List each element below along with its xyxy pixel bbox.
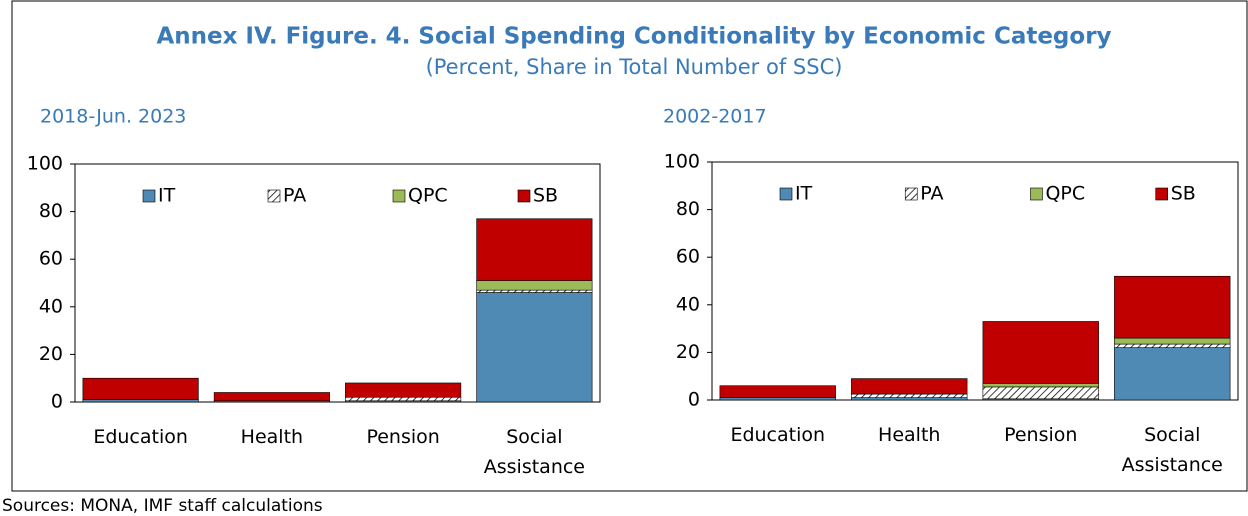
x-tick-label: Pension [1004,424,1078,446]
plot-area [711,161,1239,401]
figure-title: Annex IV. Figure. 4. Social Spending Con… [156,24,1111,50]
x-tick-label: Health [878,424,941,446]
legend-label: IT [795,183,813,205]
bar-segment [982,321,1099,384]
bar-segment [1114,347,1231,401]
bar-segment [1114,337,1231,345]
x-tick-label: Social Assistance [483,426,585,478]
bar-segment [82,399,199,403]
legend-label: SB [533,185,558,207]
bar-segment [345,382,462,398]
x-tick-label: Pension [366,426,440,448]
legend-swatch [1030,187,1043,201]
x-tick-label: Social Assistance [1121,424,1223,476]
bar-segment [476,280,593,291]
y-tick-label: 60 [39,248,63,270]
bar-segment [476,289,593,293]
bar-segment [476,218,593,281]
bar-segment [345,396,462,402]
bar-segment [82,377,199,400]
y-tick-label: 40 [676,293,700,315]
legend-label: SB [1171,183,1196,205]
panel-title: 2002-2017 [663,106,767,128]
figure-subtitle: (Percent, Share in Total Number of SSC) [426,55,843,79]
plot-area [74,163,601,403]
bar-segment [982,386,1099,400]
y-tick-label: 80 [676,198,700,220]
bar-segment [851,378,968,395]
legend-label: QPC [408,185,448,207]
bar-segment [1114,275,1231,339]
y-tick-label: 20 [676,341,700,363]
legend-label: QPC [1045,183,1085,205]
y-tick-label: 60 [676,246,700,268]
bar-segment [851,393,968,398]
y-tick-label: 20 [39,343,63,365]
legend-swatch [267,189,281,203]
bar-segment [982,383,1099,388]
legend-swatch [392,189,406,203]
y-tick-label: 80 [39,200,63,222]
bar-segment [719,385,836,398]
bar-segment [851,397,968,401]
legend-label: PA [283,185,306,207]
panel-title: 2018-Jun. 2023 [40,106,186,128]
y-tick-label: 100 [664,151,700,173]
bar-segment [213,392,330,402]
y-tick-label: 0 [51,391,63,413]
frame [11,0,1248,492]
legend-swatch [1155,187,1169,201]
source: Sources: MONA, IMF staff calculations [2,496,323,516]
x-tick-label: Education [93,426,188,448]
bar-segment [719,397,836,401]
legend-label: IT [158,185,176,207]
bar-segment [476,292,593,403]
y-tick-label: 40 [39,295,63,317]
legend-swatch [142,189,156,203]
bar-segment [1114,343,1231,348]
y-tick-label: 0 [688,389,700,411]
y-tick-label: 100 [27,153,63,175]
x-tick-label: Education [730,424,826,446]
legend-swatch [517,189,531,203]
x-tick-label: Health [240,426,304,448]
legend-swatch [904,187,918,201]
legend-swatch [779,187,793,201]
legend-label: PA [920,183,943,205]
